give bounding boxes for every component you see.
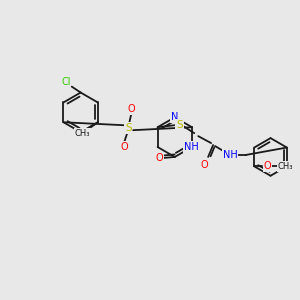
Text: S: S <box>125 123 131 133</box>
Text: O: O <box>120 142 128 152</box>
Text: O: O <box>263 161 271 171</box>
Text: O: O <box>200 160 208 170</box>
Text: CH₃: CH₃ <box>277 162 293 171</box>
Text: N: N <box>171 112 178 122</box>
Text: O: O <box>155 153 163 163</box>
Text: Cl: Cl <box>61 76 70 87</box>
Text: S: S <box>176 120 183 130</box>
Text: NH: NH <box>223 150 237 160</box>
Text: NH: NH <box>184 142 198 152</box>
Text: CH₃: CH₃ <box>74 129 90 138</box>
Text: O: O <box>128 104 135 114</box>
